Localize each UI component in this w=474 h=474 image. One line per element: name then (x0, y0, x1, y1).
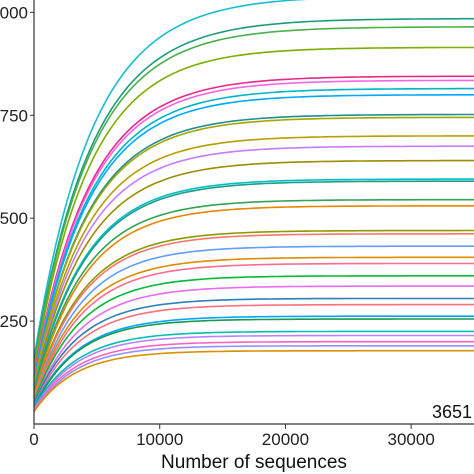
series-line-8 (33, 94, 474, 381)
x-tick-label: 0 (29, 430, 38, 449)
series-line-23 (33, 274, 474, 402)
y-tick-label: 500 (0, 209, 28, 228)
y-tick-label: 750 (0, 106, 28, 125)
series-line-4 (33, 46, 474, 371)
series-line-7 (33, 87, 474, 379)
series-line-14 (33, 178, 474, 390)
series-line-15 (33, 180, 474, 392)
axes (33, 0, 474, 425)
series-line-6 (33, 79, 474, 377)
series-line-17 (33, 205, 474, 396)
x-tick-label: 30000 (388, 430, 435, 449)
y-tick-label: 250 (0, 312, 28, 331)
series-line-33 (33, 349, 474, 413)
series-line-9 (33, 113, 474, 383)
x-tick-label: 10000 (136, 430, 183, 449)
x-axis-title: Number of sequences (161, 452, 347, 473)
series-line-3 (33, 26, 474, 367)
series-line-20 (33, 245, 474, 400)
series-line-22 (33, 262, 474, 402)
series-line-21 (33, 256, 474, 400)
series-line-1 (33, 0, 308, 359)
series-line-18 (33, 229, 474, 396)
series-line-26 (33, 303, 474, 406)
axis-ticks: 0 10000 20000 30000 250 500 750 1000 (0, 3, 435, 449)
series-line-12 (33, 145, 474, 388)
series-line-32 (33, 344, 474, 413)
series-line-30 (33, 334, 474, 411)
series-line-31 (33, 340, 474, 411)
series-line-13 (33, 159, 474, 388)
series-line-25 (33, 297, 474, 404)
series-line-2 (33, 17, 474, 363)
series-line-29 (33, 330, 474, 408)
y-tick-label: 1000 (0, 3, 28, 22)
x-tick-label: 20000 (262, 430, 309, 449)
series-line-5 (33, 75, 474, 375)
series-line-11 (33, 135, 474, 386)
series-line-16 (33, 198, 474, 394)
series-lines (33, 0, 474, 413)
series-line-27 (33, 315, 474, 406)
series-line-28 (33, 318, 474, 408)
series-line-24 (33, 285, 474, 404)
annotation-label: 3651 (432, 402, 472, 422)
series-line-10 (33, 116, 474, 383)
series-line-19 (33, 233, 474, 398)
